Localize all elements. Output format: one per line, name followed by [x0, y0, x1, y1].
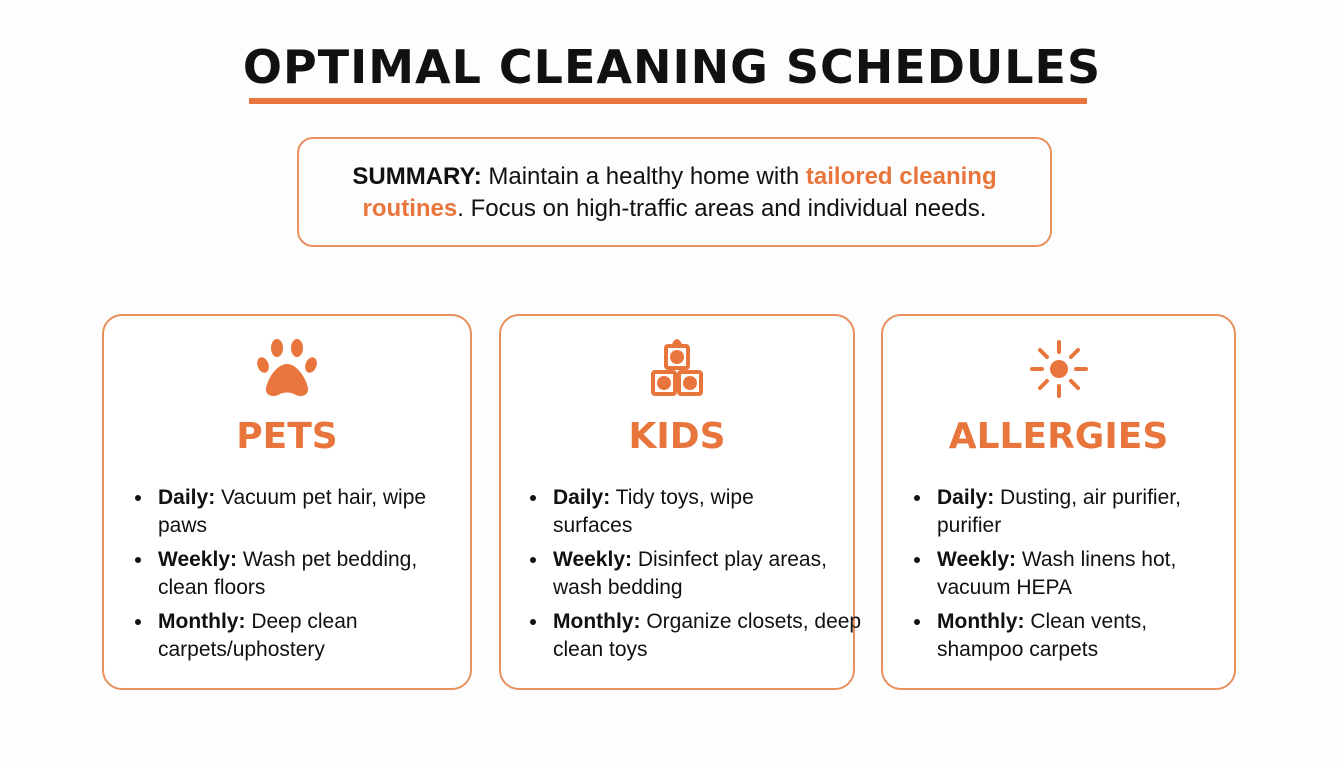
- item-text: Dusting, air purifier, purifier: [937, 486, 1181, 537]
- item-text: Disinfect play areas, wash bedding: [553, 548, 827, 599]
- title-underline: [249, 98, 1087, 104]
- summary-text-end: . Focus on high-traffic areas and indivi…: [457, 195, 987, 222]
- schedule-list: Daily: Tidy toys, wipe surfaces Weekly: …: [527, 484, 889, 670]
- item-label: Weekly:: [158, 548, 237, 571]
- card-kids: KIDS Daily: Tidy toys, wipe surfaces Wee…: [499, 314, 861, 690]
- item-label: Monthly:: [158, 610, 246, 633]
- toy-blocks-icon: [651, 339, 703, 396]
- item-text: Vacuum pet hair, wipe paws: [158, 486, 427, 537]
- item-text: Deep clean carpets/uphostery: [158, 610, 358, 661]
- item-label: Monthly:: [553, 610, 641, 633]
- item-text: Wash pet bedding, clean floors: [158, 548, 418, 599]
- list-item: Weekly: Wash pet bedding, clean floors: [154, 546, 454, 602]
- list-item: Monthly: Deep clean carpets/uphostery: [154, 608, 454, 664]
- summary-text: Maintain a healthy home with: [481, 163, 806, 190]
- list-item: Daily: Tidy toys, wipe surfaces: [549, 484, 793, 540]
- summary-box: SUMMARY: Maintain a healthy home with ta…: [297, 137, 1052, 247]
- list-item: Daily: Dusting, air purifier, purifier: [933, 484, 1233, 540]
- item-label: Daily:: [553, 486, 611, 509]
- page-title: OPTIMAL CLEANING SCHEDULES: [242, 40, 1102, 94]
- item-label: Daily:: [937, 486, 995, 509]
- list-item: Monthly: Organize closets, deep clean to…: [549, 608, 889, 664]
- item-label: Weekly:: [937, 548, 1016, 571]
- item-text: Organize closets, deep clean toys: [553, 610, 862, 661]
- paw-icon: [257, 339, 317, 396]
- schedule-list: Daily: Vacuum pet hair, wipe paws Weekly…: [132, 484, 454, 670]
- list-item: Daily: Vacuum pet hair, wipe paws: [154, 484, 454, 540]
- item-label: Daily:: [158, 486, 216, 509]
- schedule-list: Daily: Dusting, air purifier, purifier W…: [911, 484, 1233, 670]
- summary-label: SUMMARY:: [352, 163, 482, 190]
- list-item: Weekly: Disinfect play areas, wash beddi…: [549, 546, 853, 602]
- summary-highlight: tailored cleaning routines: [362, 163, 997, 222]
- list-item: Weekly: Wash linens hot, vacuum HEPA: [933, 546, 1207, 602]
- item-text: Wash linens hot, vacuum HEPA: [937, 548, 1177, 599]
- item-text: Tidy toys, wipe surfaces: [553, 486, 754, 537]
- sun-pollen-icon: [1029, 340, 1088, 398]
- card-title: KIDS: [628, 416, 726, 457]
- card-title: PETS: [236, 416, 338, 457]
- list-item: Monthly: Clean vents, shampoo carpets: [933, 608, 1177, 664]
- item-text: Clean vents, shampoo carpets: [937, 610, 1148, 661]
- card-allergies: ALLERGIES Daily: Dusting, air purifier, …: [881, 314, 1236, 690]
- card-pets: PETS Daily: Vacuum pet hair, wipe paws W…: [102, 314, 472, 690]
- item-label: Weekly:: [553, 548, 632, 571]
- card-title: ALLERGIES: [948, 416, 1169, 457]
- item-label: Monthly:: [937, 610, 1025, 633]
